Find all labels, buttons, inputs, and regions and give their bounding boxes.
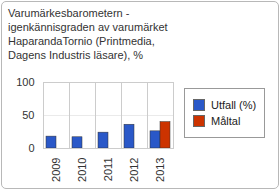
svg-text:2011: 2011 xyxy=(102,158,114,182)
html-text:Varumärkesbarometern - igenkän: Varumärkesbarometern - igenkännisgraden … xyxy=(8,7,168,61)
html-text:Måltal: Måltal xyxy=(211,115,241,127)
svg-text:0: 0 xyxy=(28,142,34,154)
svg-text:100: 100 xyxy=(16,76,34,88)
svg-text:2010: 2010 xyxy=(76,158,88,182)
html-text:Utfall (%): Utfall (%) xyxy=(211,99,257,111)
svg-text:50: 50 xyxy=(22,109,34,121)
svg-text:2012: 2012 xyxy=(128,158,140,182)
svg-text:2009: 2009 xyxy=(50,158,62,182)
svg-text:2013: 2013 xyxy=(154,158,166,182)
